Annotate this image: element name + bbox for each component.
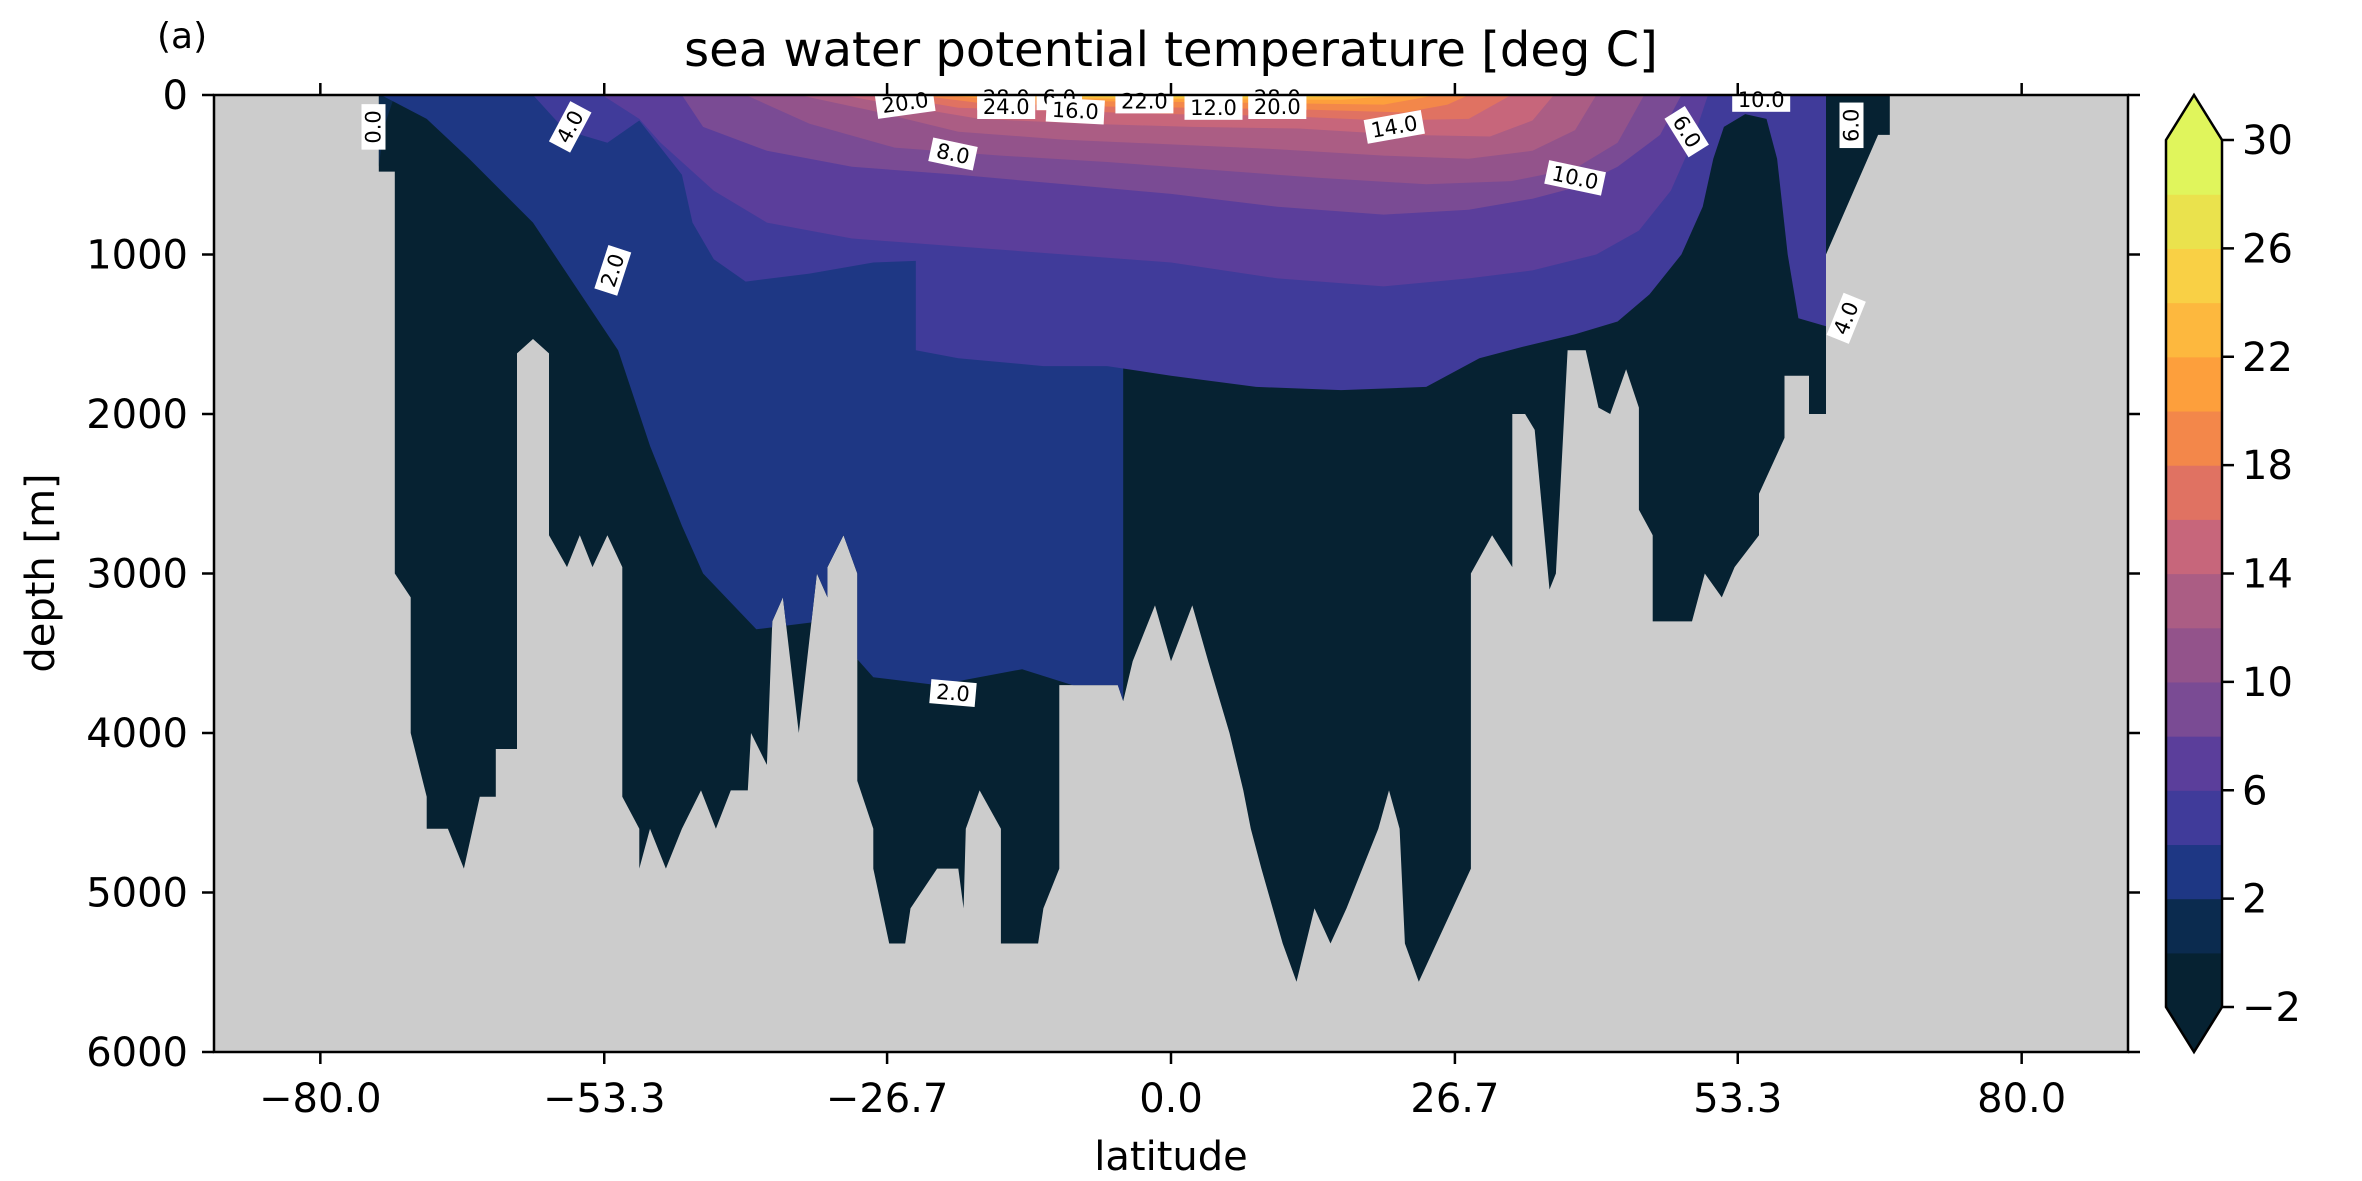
contour-label-text: 6.0 <box>1840 109 1864 142</box>
contour-label: 24.0 <box>977 95 1036 119</box>
y-tick-label: 6000 <box>86 1030 188 1076</box>
y-tick-label: 1000 <box>86 233 188 279</box>
y-tick-label: 0 <box>163 73 188 119</box>
y-axis-label: depth [m] <box>18 473 64 672</box>
y-tick-label: 2000 <box>86 392 188 438</box>
contour-label: 4.0 <box>1826 292 1866 344</box>
colorbar-segment <box>2166 140 2222 195</box>
colorbar-segment <box>2166 627 2222 683</box>
contour-label: 22.0 <box>1115 89 1174 114</box>
x-tick-label: 26.7 <box>1410 1076 1499 1122</box>
contour-label-text: 16.0 <box>1051 98 1099 124</box>
panel-label: (a) <box>157 16 207 57</box>
y-tick-label: 3000 <box>86 552 188 598</box>
contour-label-text: 0.0 <box>362 110 386 143</box>
y-tick-label: 5000 <box>86 871 188 917</box>
colorbar-segment <box>2166 410 2222 466</box>
colorbar-tick-label: 18 <box>2242 443 2293 489</box>
contour-label: 6.0 <box>1839 102 1864 149</box>
colorbar-extend-min <box>2166 1007 2222 1052</box>
colorbar-tick-label: −2 <box>2242 985 2301 1031</box>
contour-label-text: 2.0 <box>935 680 970 707</box>
contour-label-text: 24.0 <box>983 95 1030 119</box>
colorbar-segment <box>2166 194 2222 249</box>
plot-area <box>214 95 2128 1052</box>
colorbar-segment <box>2166 519 2222 575</box>
x-tick-label: −53.3 <box>543 1076 666 1122</box>
colorbar-segment <box>2166 465 2222 520</box>
colorbar-tick-label: 14 <box>2242 552 2293 598</box>
contour-label: 20.0 <box>1248 95 1307 119</box>
colorbar-segment <box>2166 681 2222 737</box>
colorbar-segment <box>2166 790 2222 846</box>
x-axis: −80.0 −53.3 −26.7 0.0 26.7 53.3 80.0 <box>259 83 2066 1122</box>
x-tick-label: 53.3 <box>1693 1076 1782 1122</box>
colorbar-segment <box>2166 302 2222 358</box>
colorbar-tick-label: 22 <box>2242 335 2293 381</box>
contour-label: 2.0 <box>929 679 977 708</box>
colorbar-tick-label: 6 <box>2242 768 2267 814</box>
y-tick-label: 4000 <box>86 711 188 757</box>
x-tick-label: 0.0 <box>1139 1076 1203 1122</box>
colorbar-tick-label: 2 <box>2242 877 2267 923</box>
contour-label: 12.0 <box>1184 95 1243 120</box>
colorbar-segment <box>2166 736 2222 791</box>
x-tick-label: −26.7 <box>826 1076 949 1122</box>
x-tick-label: −80.0 <box>259 1076 382 1122</box>
contour-label: 0.0 <box>361 104 386 150</box>
colorbar-extend-max <box>2166 95 2222 140</box>
colorbar-segment <box>2166 356 2222 412</box>
contour-label-text: 20.0 <box>1254 95 1301 119</box>
y-axis: 0 1000 2000 3000 4000 5000 6000 <box>86 73 2140 1076</box>
contour-label: 16.0 <box>1045 97 1105 125</box>
colorbar-tick-label: 10 <box>2242 660 2293 706</box>
contour-label-text: 12.0 <box>1190 96 1237 120</box>
x-axis-label: latitude <box>1094 1134 1247 1180</box>
x-tick-label: 80.0 <box>1977 1076 2066 1122</box>
colorbar-segment <box>2166 573 2222 629</box>
colorbar-tick-label: 30 <box>2242 118 2293 164</box>
colorbar-segment <box>2166 898 2222 954</box>
colorbar-segment <box>2166 844 2222 900</box>
contour-label: 10.0 <box>1732 87 1791 112</box>
colorbar-segment <box>2166 952 2222 1008</box>
colorbar-segment <box>2166 248 2222 304</box>
chart-title: sea water potential temperature [deg C] <box>684 22 1658 78</box>
colorbar-tick-label: 26 <box>2242 226 2293 272</box>
contour-label-text: 22.0 <box>1121 89 1168 113</box>
contour-label-text: 10.0 <box>1738 88 1785 112</box>
